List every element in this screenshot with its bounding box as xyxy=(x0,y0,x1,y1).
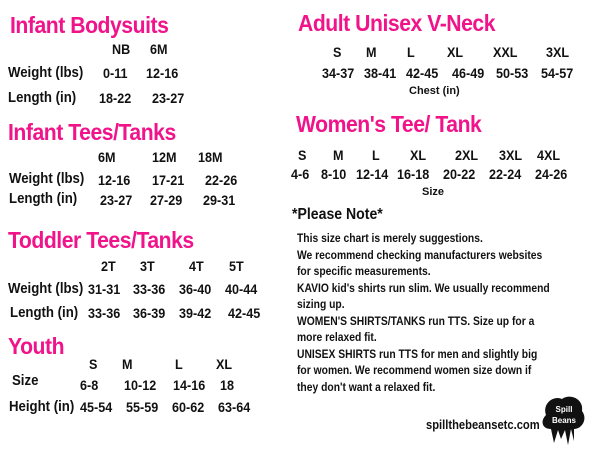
size-header: L xyxy=(407,44,415,60)
svg-text:Spill: Spill xyxy=(556,405,573,414)
cell: 12-14 xyxy=(356,166,389,182)
spill-the-beans-logo: Spill Beans xyxy=(542,396,585,445)
cell: 54-57 xyxy=(541,65,574,81)
womens-title: Women's Tee/ Tank xyxy=(296,111,482,137)
cell: 36-40 xyxy=(179,281,212,297)
cell: 0-11 xyxy=(103,65,128,81)
size-header: 4XL xyxy=(537,147,561,163)
size-header: S xyxy=(298,147,307,163)
size-header: 18M xyxy=(198,149,223,165)
cell: 22-26 xyxy=(205,172,238,188)
size-header: XXL xyxy=(493,44,518,60)
chest-label: Chest (in) xyxy=(409,85,460,97)
cell: 24-26 xyxy=(535,166,568,182)
size-header: 6M xyxy=(98,149,116,165)
note-line: for specific measurements. xyxy=(297,264,431,278)
row-label: Length (in) xyxy=(8,89,77,106)
row-label: Weight (lbs) xyxy=(9,170,85,187)
row-label: Size xyxy=(12,372,39,389)
cell: 42-45 xyxy=(228,305,261,321)
cell: 23-27 xyxy=(152,90,185,106)
row-label: Length (in) xyxy=(10,304,79,321)
size-header: 3XL xyxy=(499,147,523,163)
cell: 36-39 xyxy=(133,305,166,321)
cell: 42-45 xyxy=(406,65,439,81)
size-label: Size xyxy=(422,186,445,198)
cell: 60-62 xyxy=(172,399,205,415)
adult-unisex-title: Adult Unisex V-Neck xyxy=(298,10,496,36)
note-line: WOMEN'S SHIRTS/TANKS run TTS. Size up fo… xyxy=(297,313,535,328)
note-line: KAVIO kid's shirts run slim. We usually … xyxy=(297,280,550,295)
size-header: 5T xyxy=(229,258,244,274)
cell: 18-22 xyxy=(99,90,132,106)
cell: 18 xyxy=(220,377,235,393)
cell: 22-24 xyxy=(489,166,522,182)
cell: 55-59 xyxy=(126,399,159,415)
size-header: XL xyxy=(216,356,233,372)
note-title: *Please Note* xyxy=(292,206,383,223)
youth-title: Youth xyxy=(8,333,65,359)
cell: 38-41 xyxy=(364,65,397,81)
cell: 20-22 xyxy=(443,166,476,182)
cell: 16-18 xyxy=(397,166,430,182)
size-header: S xyxy=(333,44,342,60)
note-line: more relaxed fit. xyxy=(297,330,377,344)
svg-text:Beans: Beans xyxy=(552,416,577,425)
infant-tees-title: Infant Tees/Tanks xyxy=(8,119,176,145)
size-header: 2XL xyxy=(455,147,479,163)
size-header: NB xyxy=(112,41,131,57)
size-header: M xyxy=(122,356,133,372)
cell: 4-6 xyxy=(291,166,310,182)
row-label: Height (in) xyxy=(9,398,75,415)
size-header: 3T xyxy=(140,258,155,274)
size-header: M xyxy=(366,44,377,60)
row-label: Length (in) xyxy=(9,190,78,207)
cell: 33-36 xyxy=(133,281,166,297)
note-line: they don't want a relaxed fit. xyxy=(297,379,436,394)
note-line: for women. We recommend women size down … xyxy=(297,363,532,377)
size-header: XL xyxy=(410,147,427,163)
size-header: XL xyxy=(447,44,464,60)
cell: 12-16 xyxy=(98,172,131,188)
note-body: This size chart is merely suggestions. W… xyxy=(297,230,550,395)
size-header: L xyxy=(175,356,183,372)
size-header: 3XL xyxy=(546,44,570,60)
note-line: sizing up. xyxy=(297,297,345,311)
size-header: 2T xyxy=(101,258,116,274)
cell: 50-53 xyxy=(496,65,529,81)
infant-bodysuits-title: Infant Bodysuits xyxy=(10,12,169,38)
cell: 17-21 xyxy=(152,172,185,188)
cell: 8-10 xyxy=(321,166,347,182)
cell: 45-54 xyxy=(80,399,113,415)
cell: 34-37 xyxy=(322,65,355,81)
website-link[interactable]: spillthebeansetc.com xyxy=(426,417,540,432)
row-label: Weight (lbs) xyxy=(8,280,84,297)
size-header: 6M xyxy=(150,41,168,57)
note-line: We recommend checking manufacturers webs… xyxy=(297,247,543,262)
cell: 29-31 xyxy=(203,192,236,208)
cell: 40-44 xyxy=(225,281,258,297)
size-header: 12M xyxy=(152,149,177,165)
cell: 31-31 xyxy=(88,281,121,297)
cell: 63-64 xyxy=(218,399,251,415)
cell: 33-36 xyxy=(88,305,121,321)
cell: 10-12 xyxy=(124,377,157,393)
size-header: 4T xyxy=(189,258,204,274)
size-header: M xyxy=(333,147,344,163)
cell: 46-49 xyxy=(452,65,485,81)
size-header: L xyxy=(372,147,380,163)
size-header: S xyxy=(89,356,98,372)
cell: 14-16 xyxy=(173,377,206,393)
cell: 27-29 xyxy=(150,192,183,208)
note-line: This size chart is merely suggestions. xyxy=(297,231,483,245)
cell: 23-27 xyxy=(100,192,133,208)
note-line: UNISEX SHIRTS run TTS for men and slight… xyxy=(297,346,538,361)
cell: 6-8 xyxy=(80,377,99,393)
cell: 39-42 xyxy=(179,305,212,321)
cell: 12-16 xyxy=(146,65,179,81)
row-label: Weight (lbs) xyxy=(8,64,84,81)
toddler-tees-title: Toddler Tees/Tanks xyxy=(8,227,194,253)
